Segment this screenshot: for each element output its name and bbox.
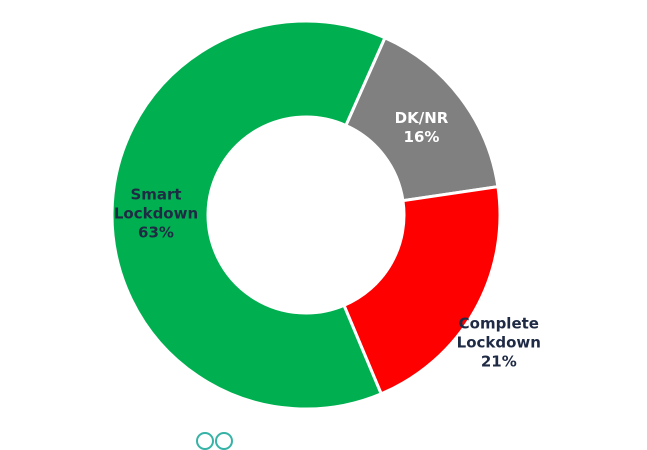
donut-slices xyxy=(110,19,502,411)
slice-label: Complete Lockdown 21% xyxy=(457,315,541,371)
donut-labels: DK/NR 16%Complete Lockdown 21%Smart Lockdown… xyxy=(114,109,541,371)
slice-label: DK/NR 16% xyxy=(395,109,449,146)
donut-chart: DK/NR 16%Complete Lockdown 21%Smart Lockdown… xyxy=(110,19,541,411)
slice-label-line: 16% xyxy=(404,128,440,146)
slice-complete xyxy=(342,184,502,396)
slice-label-line: Lockdown xyxy=(457,334,541,352)
slice-label-line: Lockdown xyxy=(114,204,198,222)
slice-label-line: Complete xyxy=(459,315,539,333)
cropped-decoration-right xyxy=(215,432,233,450)
slice-dk-nr xyxy=(343,35,500,203)
cropped-decoration-left xyxy=(196,432,214,450)
slice-label-line: DK/NR xyxy=(395,109,449,127)
slice-label-line: 63% xyxy=(138,223,174,241)
slice-label: Smart Lockdown 63% xyxy=(114,185,198,241)
slice-smart xyxy=(110,19,387,411)
slice-label-line: 21% xyxy=(481,353,517,371)
slice-label-line: Smart xyxy=(130,185,181,203)
